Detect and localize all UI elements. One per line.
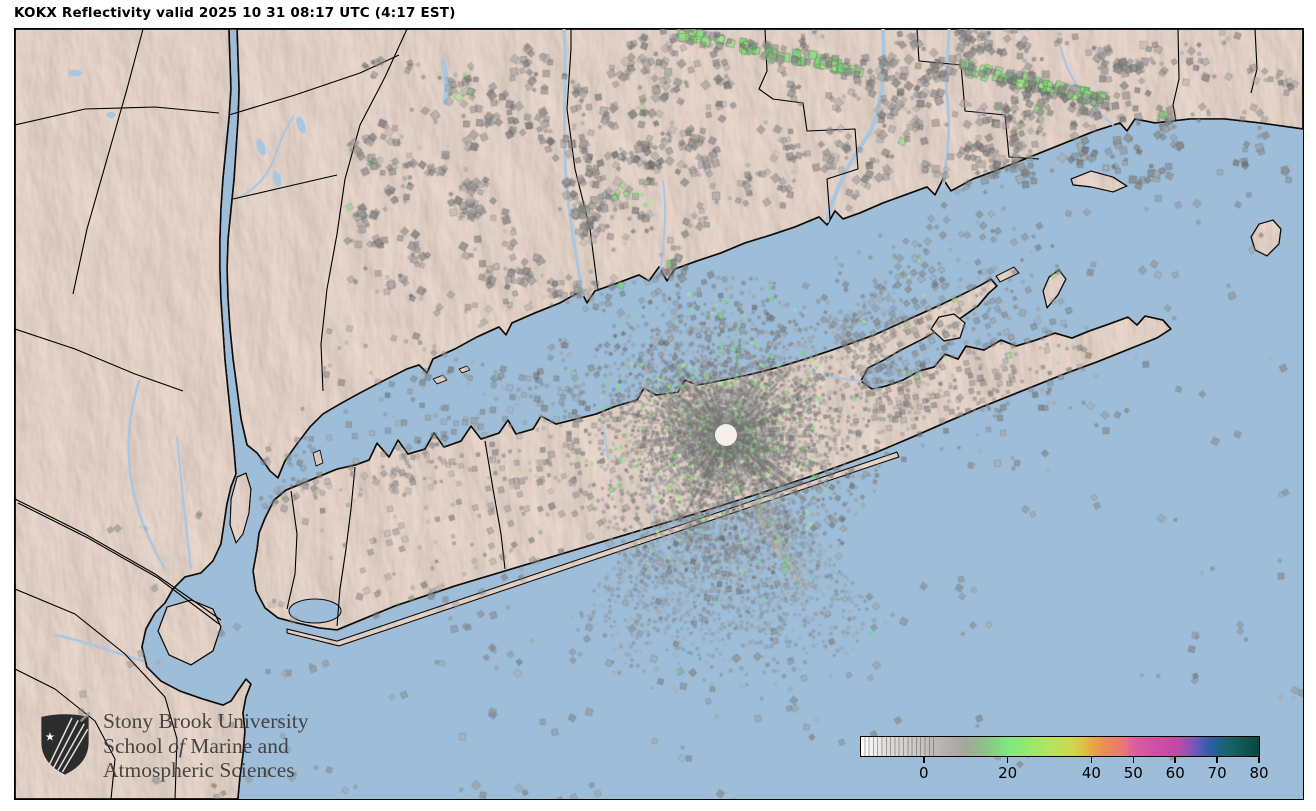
logo-line-3: Atmospheric Sciences <box>103 758 295 782</box>
colorbar-tick <box>1216 757 1218 763</box>
sbu-logo: ★ Stony Brook University School of Marin… <box>37 709 308 783</box>
colorbar-tick-label: 70 <box>1207 764 1227 782</box>
colorbar-tick <box>923 757 925 763</box>
colorbar-tick <box>1090 757 1093 763</box>
colorbar-tick-label: 60 <box>1165 764 1185 782</box>
colorbar-tick <box>1132 757 1135 763</box>
jamaica-bay <box>288 598 342 624</box>
svg-text:★: ★ <box>45 730 55 744</box>
basemap <box>15 29 1303 799</box>
colorbar-tick-label: 50 <box>1123 764 1143 782</box>
colorbar-gradient: 0 20 40 50 60 70 80 <box>860 736 1269 782</box>
colorbar-tick-label: 0 <box>919 764 929 782</box>
colorbar-tick <box>1174 757 1176 763</box>
logo-line-2: School of Marine and <box>103 733 289 758</box>
colorbar-tick-label: 40 <box>1081 764 1101 782</box>
logo-line-1: Stony Brook University <box>103 709 309 733</box>
colorbar-tick-label: 80 <box>1249 764 1269 782</box>
sbu-logo-text: Stony Brook University School of Marine … <box>103 709 308 783</box>
colorbar-discrete-stripes <box>861 737 935 756</box>
colorbar-tick-label: 20 <box>998 764 1018 782</box>
sbu-shield-icon: ★ <box>41 711 91 775</box>
page-title: KOKX Reflectivity valid 2025 10 31 08:17… <box>14 5 456 21</box>
radar-site-marker <box>715 424 737 446</box>
colorbar: 0 20 40 50 60 70 80 <box>860 736 1269 782</box>
colorbar-tick <box>1258 757 1260 763</box>
radar-map: ★ Stony Brook University School of Marin… <box>14 28 1304 800</box>
colorbar-tick <box>1006 757 1009 763</box>
